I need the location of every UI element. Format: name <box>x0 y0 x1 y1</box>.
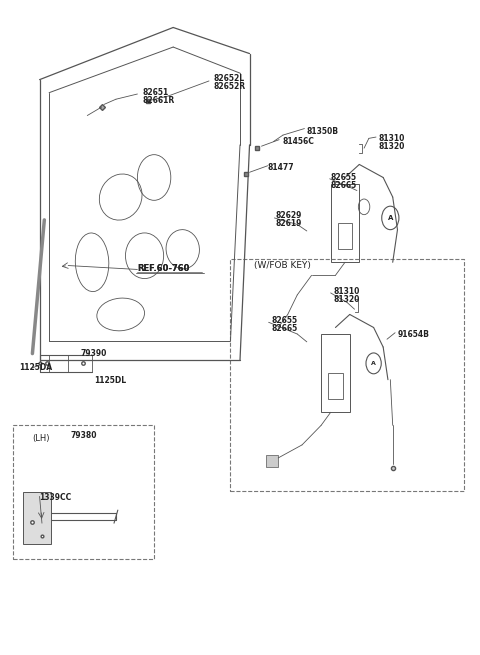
Text: 79390: 79390 <box>80 349 107 358</box>
Text: 91654B: 91654B <box>397 329 429 339</box>
Text: 79380: 79380 <box>71 430 97 440</box>
Text: 82655: 82655 <box>271 316 297 326</box>
Text: 81477: 81477 <box>268 163 294 172</box>
Text: REF.60-760: REF.60-760 <box>137 264 190 272</box>
Text: 82655: 82655 <box>331 173 357 182</box>
Bar <box>331 184 360 262</box>
Text: 82665: 82665 <box>331 181 357 190</box>
Bar <box>13 425 154 559</box>
Text: 1125DL: 1125DL <box>95 377 127 386</box>
Text: (W/FOB KEY): (W/FOB KEY) <box>254 261 311 270</box>
Text: (LH): (LH) <box>33 434 50 443</box>
Text: 1125DA: 1125DA <box>20 364 53 373</box>
Text: 82619: 82619 <box>276 219 302 228</box>
Text: 81456C: 81456C <box>283 137 315 146</box>
Text: 81350B: 81350B <box>307 127 339 136</box>
Text: 82651: 82651 <box>142 88 168 97</box>
Text: 82652R: 82652R <box>214 82 246 90</box>
Bar <box>338 223 352 250</box>
Text: 82629: 82629 <box>276 211 302 220</box>
Bar <box>321 334 350 412</box>
Text: 82665: 82665 <box>271 324 297 333</box>
Bar <box>230 259 464 491</box>
Bar <box>23 492 51 544</box>
Bar <box>328 373 343 400</box>
Text: A: A <box>388 215 393 221</box>
Text: A: A <box>371 361 376 366</box>
Text: 81310: 81310 <box>333 287 360 296</box>
Bar <box>266 455 278 467</box>
Text: 82652L: 82652L <box>214 74 245 83</box>
Text: 1339CC: 1339CC <box>39 493 72 502</box>
Text: 81310: 81310 <box>378 134 405 143</box>
Text: REF.60-760: REF.60-760 <box>137 265 190 273</box>
Text: 82661R: 82661R <box>142 96 174 105</box>
Text: 81320: 81320 <box>378 141 405 151</box>
Text: 81320: 81320 <box>333 295 360 304</box>
